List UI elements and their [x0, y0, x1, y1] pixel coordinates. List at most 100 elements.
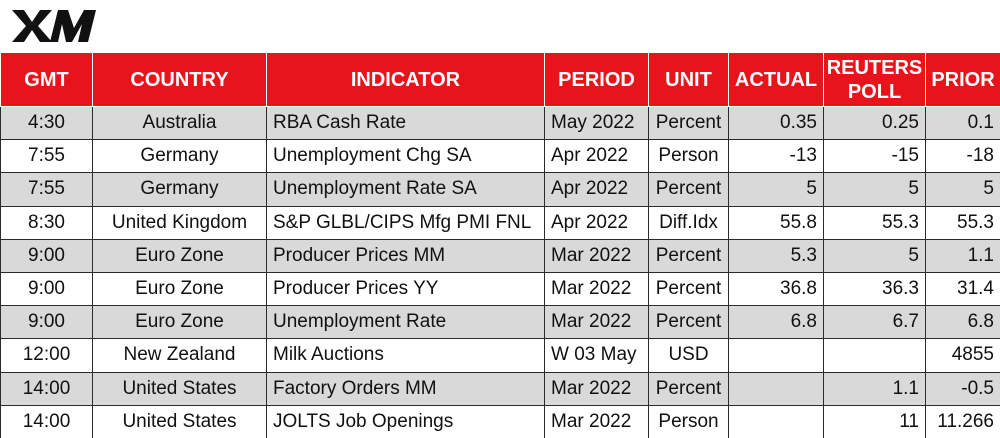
- cell-actual: -13: [728, 139, 824, 174]
- cell-country: United States: [92, 371, 267, 406]
- cell-unit: USD: [648, 338, 729, 373]
- table-row: 7:55 Germany Unemployment Rate SA Apr 20…: [0, 172, 1000, 207]
- cell-poll: 1.1: [823, 371, 926, 406]
- cell-poll: -15: [823, 139, 926, 174]
- cell-gmt: 8:30: [0, 205, 93, 240]
- cell-prior: 31.4: [925, 271, 1000, 307]
- header-indicator: INDICATOR: [266, 52, 545, 107]
- cell-period: Apr 2022: [544, 172, 649, 207]
- table-header-row: GMT COUNTRY INDICATOR PERIOD UNIT ACTUAL…: [0, 52, 1000, 107]
- cell-indicator: RBA Cash Rate: [266, 105, 545, 141]
- cell-unit: Percent: [648, 371, 729, 406]
- table-row: 12:00 New Zealand Milk Auctions W 03 May…: [0, 338, 1000, 373]
- cell-actual: 0.35: [728, 105, 824, 141]
- cell-country: Euro Zone: [92, 305, 267, 340]
- cell-prior: 6.8: [925, 305, 1000, 340]
- cell-indicator: Producer Prices YY: [266, 271, 545, 307]
- cell-poll: 36.3: [823, 271, 926, 307]
- cell-poll: 0.25: [823, 105, 926, 141]
- cell-actual: 36.8: [728, 271, 824, 307]
- cell-poll: 11: [823, 404, 926, 438]
- cell-unit: Percent: [648, 271, 729, 307]
- cell-actual: 6.8: [728, 305, 824, 340]
- cell-gmt: 7:55: [0, 172, 93, 207]
- cell-period: Apr 2022: [544, 205, 649, 240]
- cell-unit: Percent: [648, 305, 729, 340]
- header-unit: UNIT: [648, 52, 729, 107]
- economic-calendar-table: GMT COUNTRY INDICATOR PERIOD UNIT ACTUAL…: [0, 52, 1000, 438]
- cell-poll: 55.3: [823, 205, 926, 240]
- cell-poll: 5: [823, 172, 926, 207]
- cell-actual: 5: [728, 172, 824, 207]
- table-row: 9:00 Euro Zone Producer Prices MM Mar 20…: [0, 238, 1000, 273]
- cell-actual: [728, 404, 824, 438]
- cell-unit: Diff.Idx: [648, 205, 729, 240]
- cell-country: United States: [92, 404, 267, 438]
- cell-period: Mar 2022: [544, 271, 649, 307]
- header-country: COUNTRY: [92, 52, 267, 107]
- table-row: 14:00 United States JOLTS Job Openings M…: [0, 404, 1000, 438]
- table-row: 4:30 Australia RBA Cash Rate May 2022 Pe…: [0, 105, 1000, 141]
- cell-country: Australia: [92, 105, 267, 141]
- table-row: 8:30 United Kingdom S&P GLBL/CIPS Mfg PM…: [0, 205, 1000, 240]
- cell-prior: 4855: [925, 338, 1000, 373]
- cell-country: New Zealand: [92, 338, 267, 373]
- cell-prior: -18: [925, 139, 1000, 174]
- cell-unit: Percent: [648, 172, 729, 207]
- cell-actual: [728, 371, 824, 406]
- cell-unit: Person: [648, 139, 729, 174]
- table-row: 7:55 Germany Unemployment Chg SA Apr 202…: [0, 139, 1000, 174]
- cell-country: Euro Zone: [92, 271, 267, 307]
- cell-poll: [823, 338, 926, 373]
- cell-unit: Percent: [648, 105, 729, 141]
- cell-country: United Kingdom: [92, 205, 267, 240]
- cell-period: W 03 May: [544, 338, 649, 373]
- cell-country: Euro Zone: [92, 238, 267, 273]
- cell-indicator: JOLTS Job Openings: [266, 404, 545, 438]
- header-prior: PRIOR: [925, 52, 1000, 107]
- cell-prior: -0.5: [925, 371, 1000, 406]
- cell-gmt: 14:00: [0, 371, 93, 406]
- header-actual: ACTUAL: [728, 52, 824, 107]
- cell-indicator: Factory Orders MM: [266, 371, 545, 406]
- cell-actual: [728, 338, 824, 373]
- cell-indicator: S&P GLBL/CIPS Mfg PMI FNL: [266, 205, 545, 240]
- cell-gmt: 9:00: [0, 305, 93, 340]
- header-bar: [0, 0, 1000, 52]
- cell-country: Germany: [92, 172, 267, 207]
- cell-gmt: 12:00: [0, 338, 93, 373]
- cell-prior: 5: [925, 172, 1000, 207]
- cell-country: Germany: [92, 139, 267, 174]
- cell-poll: 6.7: [823, 305, 926, 340]
- cell-period: Mar 2022: [544, 371, 649, 406]
- cell-unit: Person: [648, 404, 729, 438]
- cell-poll: 5: [823, 238, 926, 273]
- cell-gmt: 4:30: [0, 105, 93, 141]
- header-poll-line2: POLL: [847, 80, 902, 103]
- cell-gmt: 7:55: [0, 139, 93, 174]
- cell-unit: Percent: [648, 238, 729, 273]
- table-row: 9:00 Euro Zone Unemployment Rate Mar 202…: [0, 305, 1000, 340]
- cell-period: Mar 2022: [544, 305, 649, 340]
- cell-prior: 55.3: [925, 205, 1000, 240]
- cell-actual: 55.8: [728, 205, 824, 240]
- xm-logo: [12, 10, 96, 42]
- cell-actual: 5.3: [728, 238, 824, 273]
- cell-prior: 0.1: [925, 105, 1000, 141]
- table-row: 9:00 Euro Zone Producer Prices YY Mar 20…: [0, 271, 1000, 307]
- cell-indicator: Unemployment Rate SA: [266, 172, 545, 207]
- table-row: 14:00 United States Factory Orders MM Ma…: [0, 371, 1000, 406]
- header-poll-line1: REUTERS: [826, 56, 923, 79]
- cell-gmt: 9:00: [0, 238, 93, 273]
- cell-indicator: Unemployment Rate: [266, 305, 545, 340]
- header-reuters-poll: REUTERS POLL: [823, 52, 926, 107]
- cell-period: Mar 2022: [544, 404, 649, 438]
- cell-indicator: Unemployment Chg SA: [266, 139, 545, 174]
- cell-gmt: 9:00: [0, 271, 93, 307]
- cell-prior: 11.266: [925, 404, 1000, 438]
- cell-indicator: Producer Prices MM: [266, 238, 545, 273]
- cell-period: Apr 2022: [544, 139, 649, 174]
- header-gmt: GMT: [0, 52, 93, 107]
- cell-period: Mar 2022: [544, 238, 649, 273]
- header-period: PERIOD: [544, 52, 649, 107]
